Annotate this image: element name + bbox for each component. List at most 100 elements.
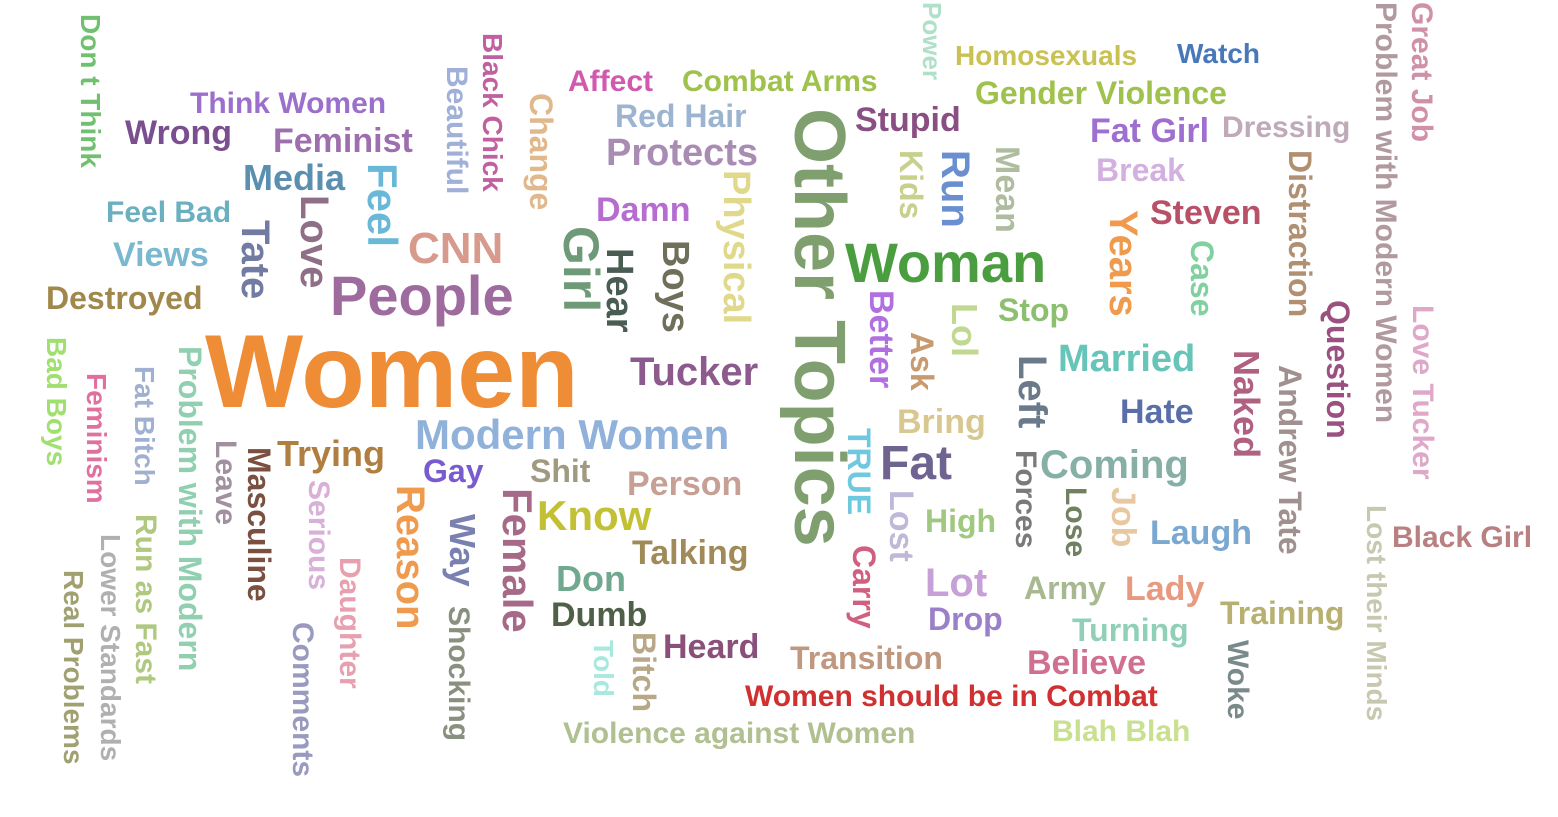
word-lol: Lol <box>944 303 985 357</box>
word-dumb: Dumb <box>551 596 648 634</box>
word-stupid: Stupid <box>855 101 961 139</box>
word-told: Told <box>588 640 619 698</box>
word-bring: Bring <box>897 403 986 441</box>
word-heard: Heard <box>663 628 760 666</box>
word-problem-with-modern: Problem with Modern <box>172 346 208 672</box>
word-gay: Gay <box>423 453 484 489</box>
word-bad-boys: Bad Boys <box>41 337 72 467</box>
word-serious: Serious <box>302 480 335 591</box>
word-woman: Woman <box>845 231 1047 294</box>
word-feel-bad: Feel Bad <box>106 196 232 229</box>
word-real-problems: Real Problems <box>58 570 89 765</box>
word-person: Person <box>627 465 743 503</box>
word-dressing: Dressing <box>1222 111 1351 144</box>
word-married: Married <box>1058 338 1196 380</box>
word-stop: Stop <box>998 292 1070 328</box>
word-women-should-be-in-combat: Women should be in Combat <box>745 680 1158 713</box>
word-affect: Affect <box>568 65 654 98</box>
word-break: Break <box>1096 152 1185 188</box>
word-lost: Lost <box>882 490 920 562</box>
word-cnn: CNN <box>408 224 504 273</box>
word-bitch: Bitch <box>626 632 662 712</box>
word-case: Case <box>1184 240 1220 317</box>
word-true: TRUE <box>841 428 877 516</box>
word-trying: Trying <box>277 433 386 474</box>
word-people: People <box>330 264 514 327</box>
word-views: Views <box>113 236 209 274</box>
word-kids: Kids <box>893 150 929 220</box>
word-black-girl: Black Girl <box>1392 521 1533 554</box>
word-red-hair: Red Hair <box>615 98 747 134</box>
word-years: Years <box>1101 210 1145 317</box>
word-carry: Carry <box>846 545 882 629</box>
word-hate: Hate <box>1120 393 1194 431</box>
word-know: Know <box>537 492 652 539</box>
word-problem-with-modern-women: Problem with Modern Women <box>1369 2 1402 424</box>
word-better: Better <box>862 290 900 389</box>
word-power: Power <box>917 2 947 81</box>
word-watch: Watch <box>1177 38 1260 69</box>
word-physical: Physical <box>715 170 757 325</box>
word-high: High <box>925 503 997 539</box>
word-blah-blah: Blah Blah <box>1052 715 1191 748</box>
word-question: Question <box>1320 300 1356 439</box>
word-distraction: Distraction <box>1282 150 1318 318</box>
word-steven: Steven <box>1150 194 1262 232</box>
word-transition: Transition <box>790 640 943 676</box>
word-protects: Protects <box>606 132 759 174</box>
word-change: Change <box>523 93 559 211</box>
word-shit: Shit <box>530 453 591 489</box>
word-tucker: Tucker <box>630 350 759 394</box>
word-lot: Lot <box>925 561 988 605</box>
word-boys: Boys <box>654 240 696 333</box>
word-fat-girl: Fat Girl <box>1090 112 1210 150</box>
word-forces: Forces <box>1009 450 1042 549</box>
word-run: Run <box>933 150 977 228</box>
word-great-job: Great Job <box>1405 2 1438 143</box>
word-fat: Fat <box>880 437 952 490</box>
word-wrong: Wrong <box>125 114 233 152</box>
word-homosexuals: Homosexuals <box>955 40 1138 71</box>
word-black-chick: Black Chick <box>477 33 508 192</box>
word-drop: Drop <box>928 601 1003 637</box>
word-destroyed: Destroyed <box>46 280 203 316</box>
word-naked: Naked <box>1226 350 1267 459</box>
word-masculine: Masculine <box>241 447 277 602</box>
word-reason: Reason <box>388 485 432 630</box>
word-beautiful: Beautiful <box>440 66 473 195</box>
word-leave: Leave <box>209 440 242 526</box>
word-army: Army <box>1024 570 1106 606</box>
word-daughter: Daughter <box>333 557 366 689</box>
word-hear: Hear <box>598 248 640 333</box>
word-modern-women: Modern Women <box>415 411 730 458</box>
word-media: Media <box>243 157 346 198</box>
word-don: Don <box>556 558 626 599</box>
word-women: Women <box>205 314 579 430</box>
word-woke: Woke <box>1221 640 1254 720</box>
word-mean: Mean <box>988 146 1026 233</box>
word-shocking: Shocking <box>442 606 475 742</box>
word-tate: Tate <box>233 220 277 300</box>
word-lady: Lady <box>1125 570 1205 608</box>
word-love: Love <box>292 195 336 289</box>
word-feel: Feel <box>359 163 406 248</box>
word-believe: Believe <box>1027 644 1147 682</box>
word-lost-their-minds: Lost their Minds <box>1361 505 1392 722</box>
word-feminism: Feminism <box>81 373 112 504</box>
word-lose: Lose <box>1059 487 1092 558</box>
word-turning: Turning <box>1072 612 1189 648</box>
word-comments: Comments <box>286 622 319 778</box>
word-dont-think: Don t Think <box>75 14 106 168</box>
word-laugh: Laugh <box>1150 514 1252 552</box>
word-think-women: Think Women <box>190 87 387 120</box>
word-andrew-tate: Andrew Tate <box>1272 365 1308 555</box>
word-gender-violence: Gender Violence <box>975 75 1227 111</box>
word-ask: Ask <box>904 332 940 391</box>
word-fat-bitch: Fat Bitch <box>129 366 160 486</box>
word-job: Job <box>1104 487 1142 548</box>
word-left: Left <box>1010 355 1054 429</box>
word-coming: Coming <box>1040 443 1189 487</box>
word-violence-against-women: Violence against Women <box>563 717 916 750</box>
word-feminist: Feminist <box>273 122 413 160</box>
